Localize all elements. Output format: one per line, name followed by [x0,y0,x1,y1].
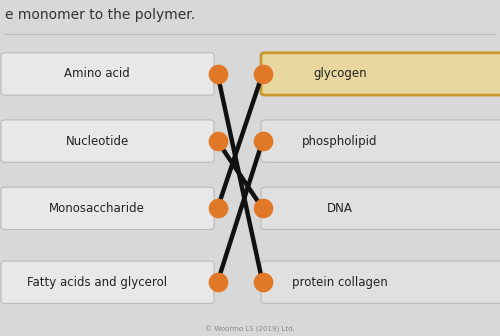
Point [258,280,266,285]
Text: Monosaccharide: Monosaccharide [50,202,145,215]
Point [214,206,222,211]
FancyBboxPatch shape [261,120,500,162]
FancyBboxPatch shape [261,187,500,229]
Point [258,206,266,211]
Point [214,138,222,144]
FancyBboxPatch shape [261,53,500,95]
FancyBboxPatch shape [1,261,214,303]
Point [258,71,266,77]
FancyBboxPatch shape [1,187,214,229]
Point [214,280,222,285]
Text: phospholipid: phospholipid [302,135,378,148]
Point [258,138,266,144]
Text: DNA: DNA [327,202,353,215]
Text: Amino acid: Amino acid [64,68,130,80]
Text: protein collagen: protein collagen [292,276,388,289]
Text: Fatty acids and glycerol: Fatty acids and glycerol [27,276,168,289]
Text: glycogen: glycogen [313,68,367,80]
FancyBboxPatch shape [1,53,214,95]
Text: e monomer to the polymer.: e monomer to the polymer. [5,8,195,23]
Text: © Woormo LS (2019) Ltd.: © Woormo LS (2019) Ltd. [205,326,295,333]
Text: Nucleotide: Nucleotide [66,135,129,148]
FancyBboxPatch shape [1,120,214,162]
Point [214,71,222,77]
FancyBboxPatch shape [261,261,500,303]
